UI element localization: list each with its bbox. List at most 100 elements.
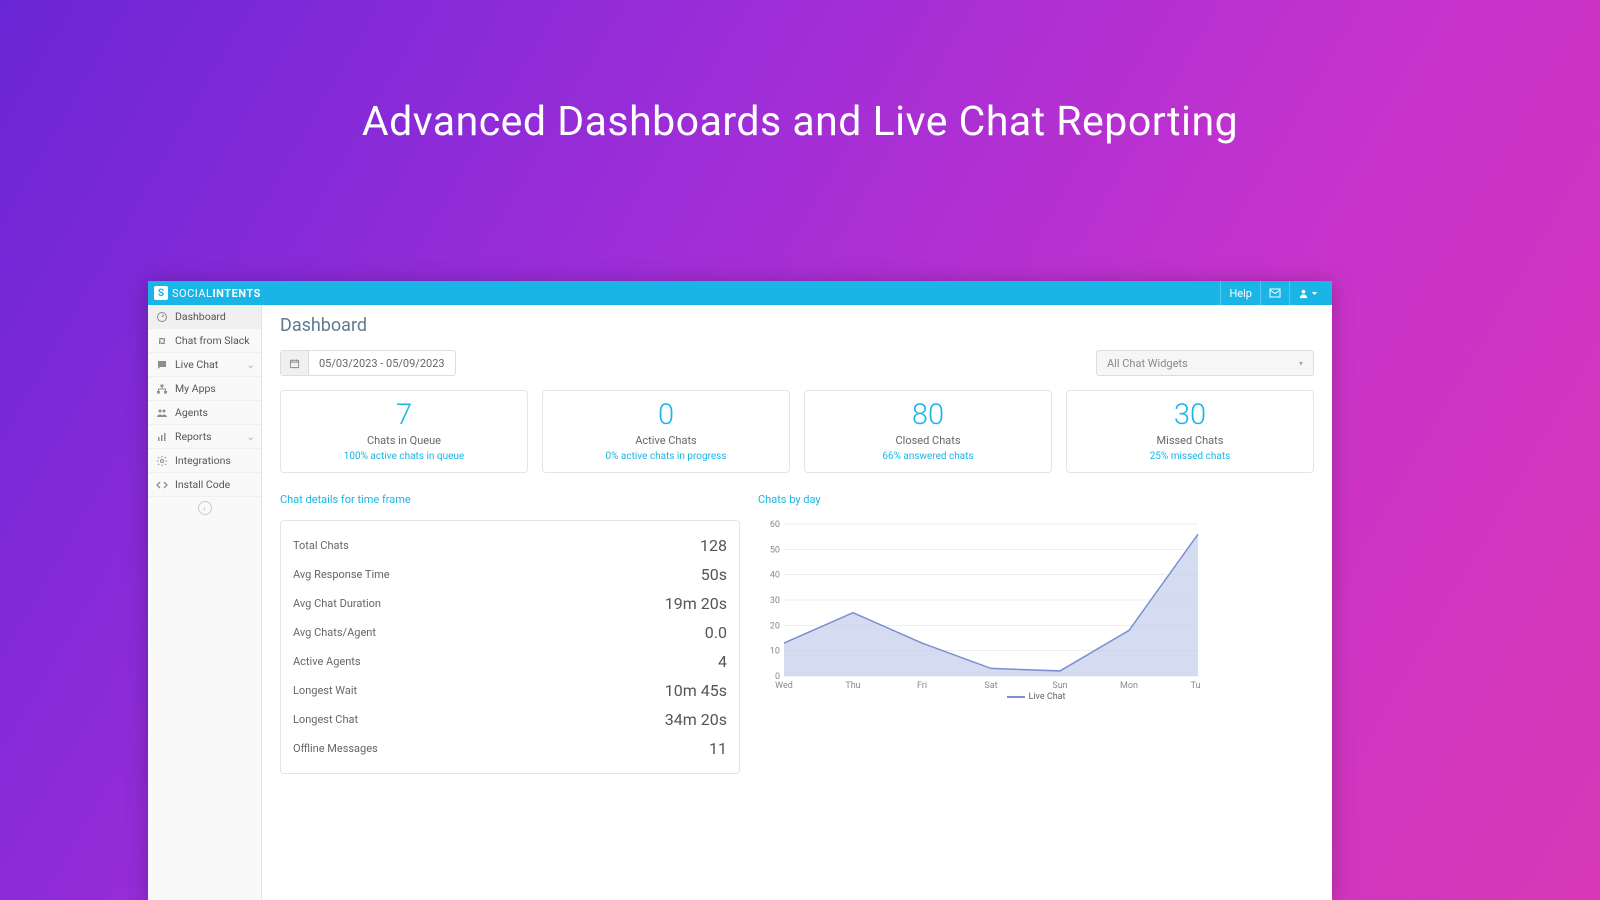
- detail-value: 19m 20s: [665, 594, 727, 613]
- sidebar-item-label: Reports: [175, 430, 212, 443]
- date-range-text: 05/03/2023 - 05/09/2023: [309, 357, 455, 370]
- help-button[interactable]: Help: [1220, 281, 1260, 305]
- brand-text: SOCIALINTENTS: [172, 287, 261, 300]
- sidebar-item-label: Dashboard: [175, 310, 226, 323]
- detail-label: Avg Response Time: [293, 568, 390, 581]
- chevron-down-icon: ⌄: [246, 430, 255, 443]
- sitemap-icon: [156, 383, 168, 395]
- sidebar-item-my-apps[interactable]: My Apps: [148, 377, 261, 401]
- legend-label: Live Chat: [1029, 692, 1066, 702]
- detail-label: Active Agents: [293, 655, 361, 668]
- sidebar-item-label: Integrations: [175, 454, 231, 467]
- sidebar-item-install-code[interactable]: Install Code: [148, 473, 261, 497]
- stat-label: Missed Chats: [1075, 434, 1305, 447]
- stat-number: 30: [1075, 401, 1305, 430]
- hero-title: Advanced Dashboards and Live Chat Report…: [0, 0, 1600, 146]
- sidebar-item-live-chat[interactable]: Live Chat ⌄: [148, 353, 261, 377]
- sidebar-collapse-button[interactable]: ‹: [148, 497, 261, 519]
- svg-text:20: 20: [770, 621, 780, 631]
- detail-label: Offline Messages: [293, 742, 378, 755]
- chart-legend: Live Chat: [758, 692, 1314, 702]
- stat-number: 80: [813, 401, 1043, 430]
- detail-row: Longest Wait 10m 45s: [293, 676, 727, 705]
- caret-down-icon: [1311, 290, 1318, 297]
- sidebar-item-chat-from-slack[interactable]: Chat from Slack: [148, 329, 261, 353]
- sidebar-item-label: Install Code: [175, 478, 230, 491]
- sidebar: Dashboard Chat from Slack Live Chat ⌄ My App…: [148, 305, 262, 900]
- detail-value: 128: [700, 536, 727, 555]
- detail-value: 10m 45s: [665, 681, 727, 700]
- users-icon: [156, 407, 168, 419]
- mail-button[interactable]: [1260, 281, 1289, 305]
- stat-cards-row: 7 Chats in Queue 100% active chats in queu…: [280, 390, 1314, 473]
- code-icon: [156, 479, 168, 491]
- svg-text:50: 50: [770, 545, 780, 555]
- svg-text:10: 10: [770, 647, 780, 657]
- slack-icon: [156, 335, 168, 347]
- detail-label: Longest Wait: [293, 684, 357, 697]
- stat-label: Chats in Queue: [289, 434, 519, 447]
- select-caret-icon: ▾: [1299, 359, 1303, 368]
- gears-icon: [156, 455, 168, 467]
- svg-text:60: 60: [770, 520, 780, 530]
- widget-filter-select[interactable]: All Chat Widgets ▾: [1096, 350, 1314, 376]
- stat-card-chats-in-queue: 7 Chats in Queue 100% active chats in queu…: [280, 390, 528, 473]
- sidebar-item-label: Live Chat: [175, 358, 218, 371]
- chats-by-day-chart: 0102030405060WedThuFriSatSunMonTue: [758, 520, 1200, 690]
- chat-details-panel: Chat details for time frame Total Chats1…: [280, 493, 740, 774]
- svg-text:40: 40: [770, 571, 780, 581]
- detail-row: Avg Chats/Agent0.0: [293, 618, 727, 647]
- svg-text:Sat: Sat: [984, 681, 997, 690]
- chat-details-title: Chat details for time frame: [280, 493, 740, 506]
- stat-label: Active Chats: [551, 434, 781, 447]
- detail-row: Offline Messages 11: [293, 734, 727, 763]
- detail-value: 34m 20s: [665, 710, 727, 729]
- app-window: S SOCIALINTENTS Help Dashboard Chat from …: [148, 281, 1332, 900]
- detail-row: Active Agents 4: [293, 647, 727, 676]
- topbar: S SOCIALINTENTS Help: [148, 281, 1332, 305]
- stat-subtext: 0% active chats in progress: [551, 451, 781, 462]
- envelope-icon: [1269, 287, 1281, 299]
- svg-text:Fri: Fri: [917, 681, 927, 690]
- widget-filter-label: All Chat Widgets: [1107, 357, 1188, 370]
- sidebar-item-agents[interactable]: Agents: [148, 401, 261, 425]
- sidebar-item-label: Chat from Slack: [175, 334, 250, 347]
- detail-label: Longest Chat: [293, 713, 358, 726]
- page-title: Dashboard: [280, 315, 1314, 336]
- date-range-picker[interactable]: 05/03/2023 - 05/09/2023: [280, 350, 456, 376]
- stat-card-missed-chats: 30Missed Chats25% missed chats: [1066, 390, 1314, 473]
- svg-text:Mon: Mon: [1120, 681, 1138, 690]
- detail-value: 11: [709, 739, 727, 758]
- svg-text:Sun: Sun: [1052, 681, 1067, 690]
- chevron-down-icon: ⌄: [246, 358, 255, 371]
- dashboard-icon: [156, 311, 168, 323]
- svg-text:30: 30: [770, 596, 780, 606]
- stat-card-active-chats: 0 Active Chats 0% active chats in progress: [542, 390, 790, 473]
- content-area: Dashboard 05/03/2023 - 05/09/2023 All Ch…: [262, 305, 1332, 900]
- sidebar-item-reports[interactable]: Reports ⌄: [148, 425, 261, 449]
- comment-icon: [156, 359, 168, 371]
- chats-by-day-panel: Chats by day 0102030405060WedThuFriSatSu…: [758, 493, 1314, 774]
- chevron-left-icon: ‹: [198, 501, 212, 515]
- chart-title: Chats by day: [758, 493, 1314, 506]
- sidebar-item-integrations[interactable]: Integrations: [148, 449, 261, 473]
- detail-value: 50s: [701, 565, 727, 584]
- bar-icon: [156, 431, 168, 443]
- detail-row: Avg Response Time 50s: [293, 560, 727, 589]
- detail-row: Longest Chat 34m 20s: [293, 705, 727, 734]
- detail-value: 4: [718, 652, 727, 671]
- stat-number: 0: [551, 401, 781, 430]
- svg-text:Wed: Wed: [775, 681, 793, 690]
- sidebar-item-label: Agents: [175, 406, 208, 419]
- user-menu-button[interactable]: [1289, 281, 1326, 305]
- stat-subtext: 100% active chats in queue: [289, 451, 519, 462]
- detail-label: Avg Chats/Agent: [293, 626, 376, 639]
- calendar-icon: [289, 358, 300, 369]
- detail-row: Avg Chat Duration19m 20s: [293, 589, 727, 618]
- sidebar-item-label: My Apps: [175, 382, 216, 395]
- sidebar-item-dashboard[interactable]: Dashboard: [148, 305, 261, 329]
- topbar-logo[interactable]: S SOCIALINTENTS: [154, 286, 261, 300]
- svg-text:Tue: Tue: [1191, 681, 1200, 690]
- user-icon: [1298, 288, 1309, 299]
- stat-number: 7: [289, 401, 519, 430]
